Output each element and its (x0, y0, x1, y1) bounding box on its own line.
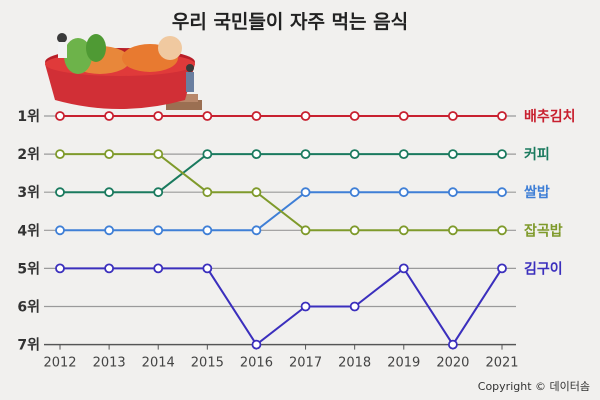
data-point (398, 187, 409, 198)
data-point (202, 225, 213, 236)
series-label: 김구이 (524, 260, 563, 277)
data-point (349, 187, 360, 198)
series-line (60, 266, 503, 347)
kimchi-bowl-illustration (45, 33, 202, 110)
data-point (104, 263, 115, 274)
data-point (104, 187, 115, 198)
data-point (153, 149, 164, 160)
x-tick-label: 2013 (93, 356, 126, 371)
data-point (55, 149, 65, 160)
data-point (447, 149, 458, 160)
data-point (55, 225, 65, 236)
data-point (300, 149, 311, 160)
data-point (153, 187, 164, 198)
series-label: 쌀밥 (524, 184, 550, 201)
x-tick-label: 2012 (43, 356, 76, 371)
y-tick-label: 3위 (17, 185, 40, 201)
data-point (153, 263, 164, 274)
data-point (447, 339, 458, 350)
x-tick-label: 2021 (485, 356, 518, 371)
data-point (447, 225, 458, 236)
series-label: 커피 (524, 147, 550, 163)
data-point (104, 111, 115, 121)
data-point (398, 225, 409, 236)
data-point (202, 111, 213, 121)
data-point (447, 187, 458, 198)
data-point (447, 111, 458, 121)
chart-title: 우리 국민들이 자주 먹는 음식 (172, 11, 408, 33)
data-point (251, 111, 262, 121)
data-point (202, 149, 213, 160)
x-tick-label: 2015 (191, 356, 224, 371)
data-point (153, 225, 164, 236)
data-point (251, 149, 262, 160)
data-point (398, 149, 409, 160)
series-label: 배추김치 (524, 108, 576, 125)
data-point (497, 187, 507, 198)
data-point (251, 339, 262, 350)
data-point (497, 111, 507, 121)
y-tick-label: 4위 (17, 223, 40, 239)
data-point (398, 263, 409, 274)
x-axis-ticks: 2012 2013 2014 2015 2016 2017 2018 2019 2020 2021 (43, 344, 519, 371)
series-line (60, 153, 502, 194)
data-point (349, 225, 360, 236)
data-point (349, 301, 360, 312)
y-axis-ticks: 1위 2위 3위 4위 5위 6위 7위 (17, 109, 40, 354)
x-tick-label: 2017 (289, 356, 322, 371)
x-tick-label: 2020 (436, 356, 469, 371)
data-point (202, 263, 213, 274)
series-line (60, 153, 502, 232)
data-point (497, 225, 507, 236)
data-point (349, 149, 360, 160)
x-tick-label: 2019 (387, 356, 420, 371)
data-point (497, 149, 507, 160)
y-tick-label: 6위 (17, 300, 40, 316)
data-point (300, 111, 311, 121)
data-point (300, 301, 311, 312)
data-point (55, 263, 65, 274)
y-tick-label: 2위 (17, 147, 40, 163)
data-point (202, 187, 213, 198)
y-tick-label: 1위 (17, 109, 40, 125)
y-tick-label: 7위 (17, 338, 40, 354)
data-point (153, 111, 164, 121)
copyright-text: Copyright © 데이터솜 (478, 380, 590, 393)
data-point (55, 187, 65, 198)
series-label: 잡곡밥 (524, 222, 563, 239)
data-point (104, 225, 115, 236)
x-tick-label: 2018 (338, 356, 371, 371)
data-point (398, 111, 409, 121)
data-point (55, 111, 65, 121)
data-point (104, 149, 115, 160)
y-tick-label: 5위 (17, 261, 40, 277)
data-point (251, 187, 262, 198)
data-point (497, 263, 507, 274)
x-tick-label: 2014 (142, 356, 175, 371)
data-point (251, 225, 262, 236)
data-point (300, 187, 311, 198)
x-tick-label: 2016 (240, 356, 273, 371)
data-point (349, 111, 360, 121)
series-lines (55, 111, 507, 350)
data-point (300, 225, 311, 236)
